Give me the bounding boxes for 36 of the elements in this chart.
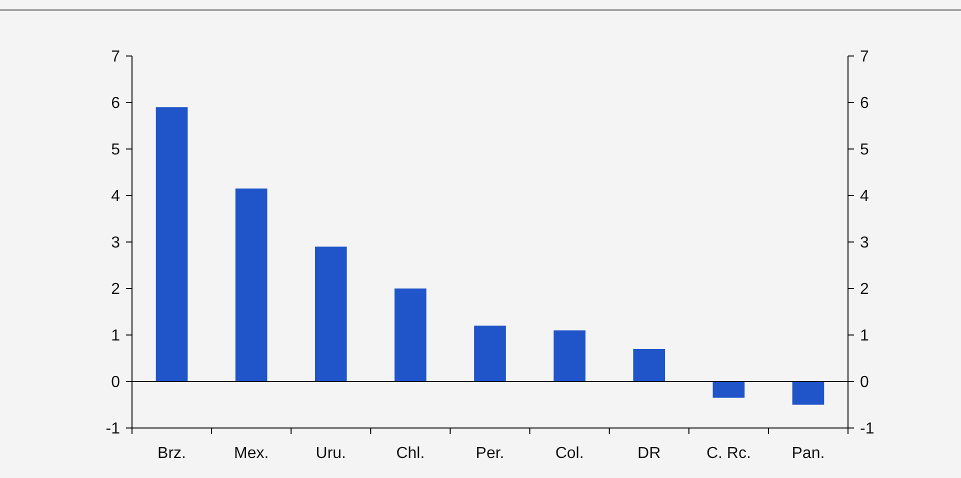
y2-tick-label: 6 — [860, 95, 869, 112]
bar — [712, 382, 745, 398]
y2-tick-label: 2 — [860, 281, 869, 298]
bar — [235, 188, 268, 382]
y-tick-label: -1 — [106, 420, 120, 438]
y-tick-label: 1 — [111, 328, 120, 345]
y-tick-label: 0 — [111, 374, 120, 392]
y-tick-label: 6 — [111, 95, 120, 112]
bar — [394, 288, 426, 382]
bar — [633, 348, 666, 382]
x-tick-label: Pan. — [792, 445, 825, 462]
x-tick-label: Mex. — [234, 445, 269, 462]
x-tick-label: Chl. — [396, 445, 425, 462]
bar — [156, 107, 188, 382]
y-tick-label: 7 — [111, 48, 120, 66]
y2-tick-label: -1 — [860, 420, 874, 438]
y2-tick-label: 0 — [860, 374, 869, 392]
x-tick-label: DR — [638, 445, 661, 462]
x-tick-label: Uru. — [316, 445, 346, 462]
bar — [474, 326, 506, 382]
bar — [554, 330, 586, 382]
y2-tick-label: 4 — [860, 188, 869, 206]
x-tick-label: C. Rc. — [706, 445, 751, 462]
y2-tick-label: 1 — [860, 328, 869, 345]
y2-tick-label: 7 — [860, 48, 869, 66]
y-tick-label: 4 — [111, 188, 120, 206]
y2-tick-label: 3 — [860, 234, 869, 252]
x-tick-label: Per. — [476, 445, 504, 462]
y-tick-label: 3 — [111, 234, 120, 252]
x-tick-label: Brz. — [158, 445, 186, 462]
y-tick-label: 5 — [111, 142, 120, 159]
bar — [792, 382, 824, 405]
x-tick-label: Col. — [555, 445, 584, 462]
bar — [314, 246, 347, 382]
y-tick-label: 2 — [111, 281, 120, 298]
y2-tick-label: 5 — [860, 142, 869, 159]
